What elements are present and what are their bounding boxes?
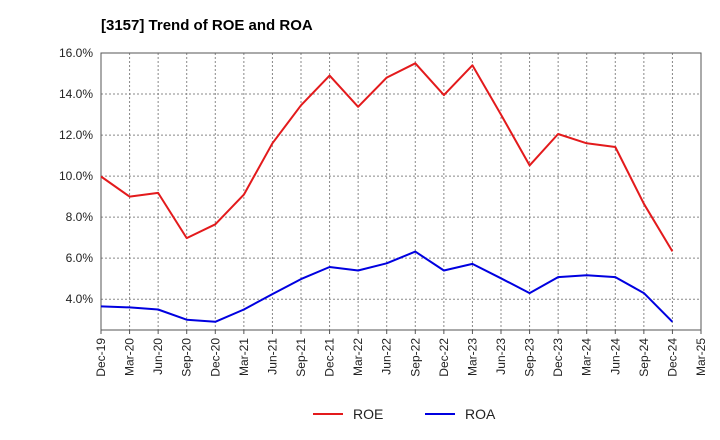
x-tick-label: Jun-23 bbox=[494, 338, 508, 375]
x-tick-label: Mar-25 bbox=[694, 338, 708, 376]
y-tick-label: 4.0% bbox=[66, 292, 94, 306]
x-tick-label: Dec-19 bbox=[94, 338, 108, 377]
y-axis-ticks: 4.0% 6.0% 8.0% 10.0% 12.0% 14.0% 16.0% bbox=[59, 46, 93, 306]
x-tick-label: Sep-21 bbox=[294, 338, 308, 377]
x-tick-label: Jun-24 bbox=[608, 338, 622, 375]
y-tick-label: 10.0% bbox=[59, 169, 93, 183]
y-tick-label: 16.0% bbox=[59, 46, 93, 60]
x-tick-label: Mar-23 bbox=[465, 338, 479, 376]
x-tick-label: Dec-23 bbox=[551, 338, 565, 377]
y-tick-label: 12.0% bbox=[59, 128, 93, 142]
x-tick-label: Dec-20 bbox=[208, 338, 222, 377]
x-tick-label: Mar-24 bbox=[580, 338, 594, 376]
legend: ROE ROA bbox=[313, 406, 496, 422]
x-tick-label: Dec-24 bbox=[665, 338, 679, 377]
x-tick-label: Sep-22 bbox=[408, 338, 422, 377]
y-tick-label: 6.0% bbox=[66, 251, 94, 265]
y-tick-label: 14.0% bbox=[59, 87, 93, 101]
plot-area-frame bbox=[100, 52, 702, 331]
series-line-roa bbox=[100, 250, 674, 323]
grid-lines bbox=[101, 53, 701, 330]
x-tick-label: Mar-21 bbox=[237, 338, 251, 376]
x-tick-label: Sep-23 bbox=[523, 338, 537, 377]
x-tick-label: Sep-20 bbox=[180, 338, 194, 377]
chart-title: [3157] Trend of ROE and ROA bbox=[101, 17, 313, 34]
x-tick-label: Dec-21 bbox=[323, 338, 337, 377]
x-tick-label: Jun-20 bbox=[151, 338, 165, 375]
x-axis-ticks: Dec-19 Mar-20 Jun-20 Sep-20 Dec-20 Mar-21 Jun-… bbox=[94, 330, 708, 377]
legend-label-roa: ROA bbox=[465, 406, 496, 422]
x-tick-label: Jun-21 bbox=[265, 338, 279, 375]
legend-label-roe: ROE bbox=[353, 406, 383, 422]
x-tick-label: Sep-24 bbox=[637, 338, 651, 377]
x-tick-label: Jun-22 bbox=[380, 338, 394, 375]
series-line-roe bbox=[100, 62, 674, 252]
series-lines bbox=[100, 62, 674, 323]
x-tick-label: Mar-20 bbox=[123, 338, 137, 376]
x-tick-label: Dec-22 bbox=[437, 338, 451, 377]
x-tick-label: Mar-22 bbox=[351, 338, 365, 376]
y-tick-label: 8.0% bbox=[66, 210, 94, 224]
